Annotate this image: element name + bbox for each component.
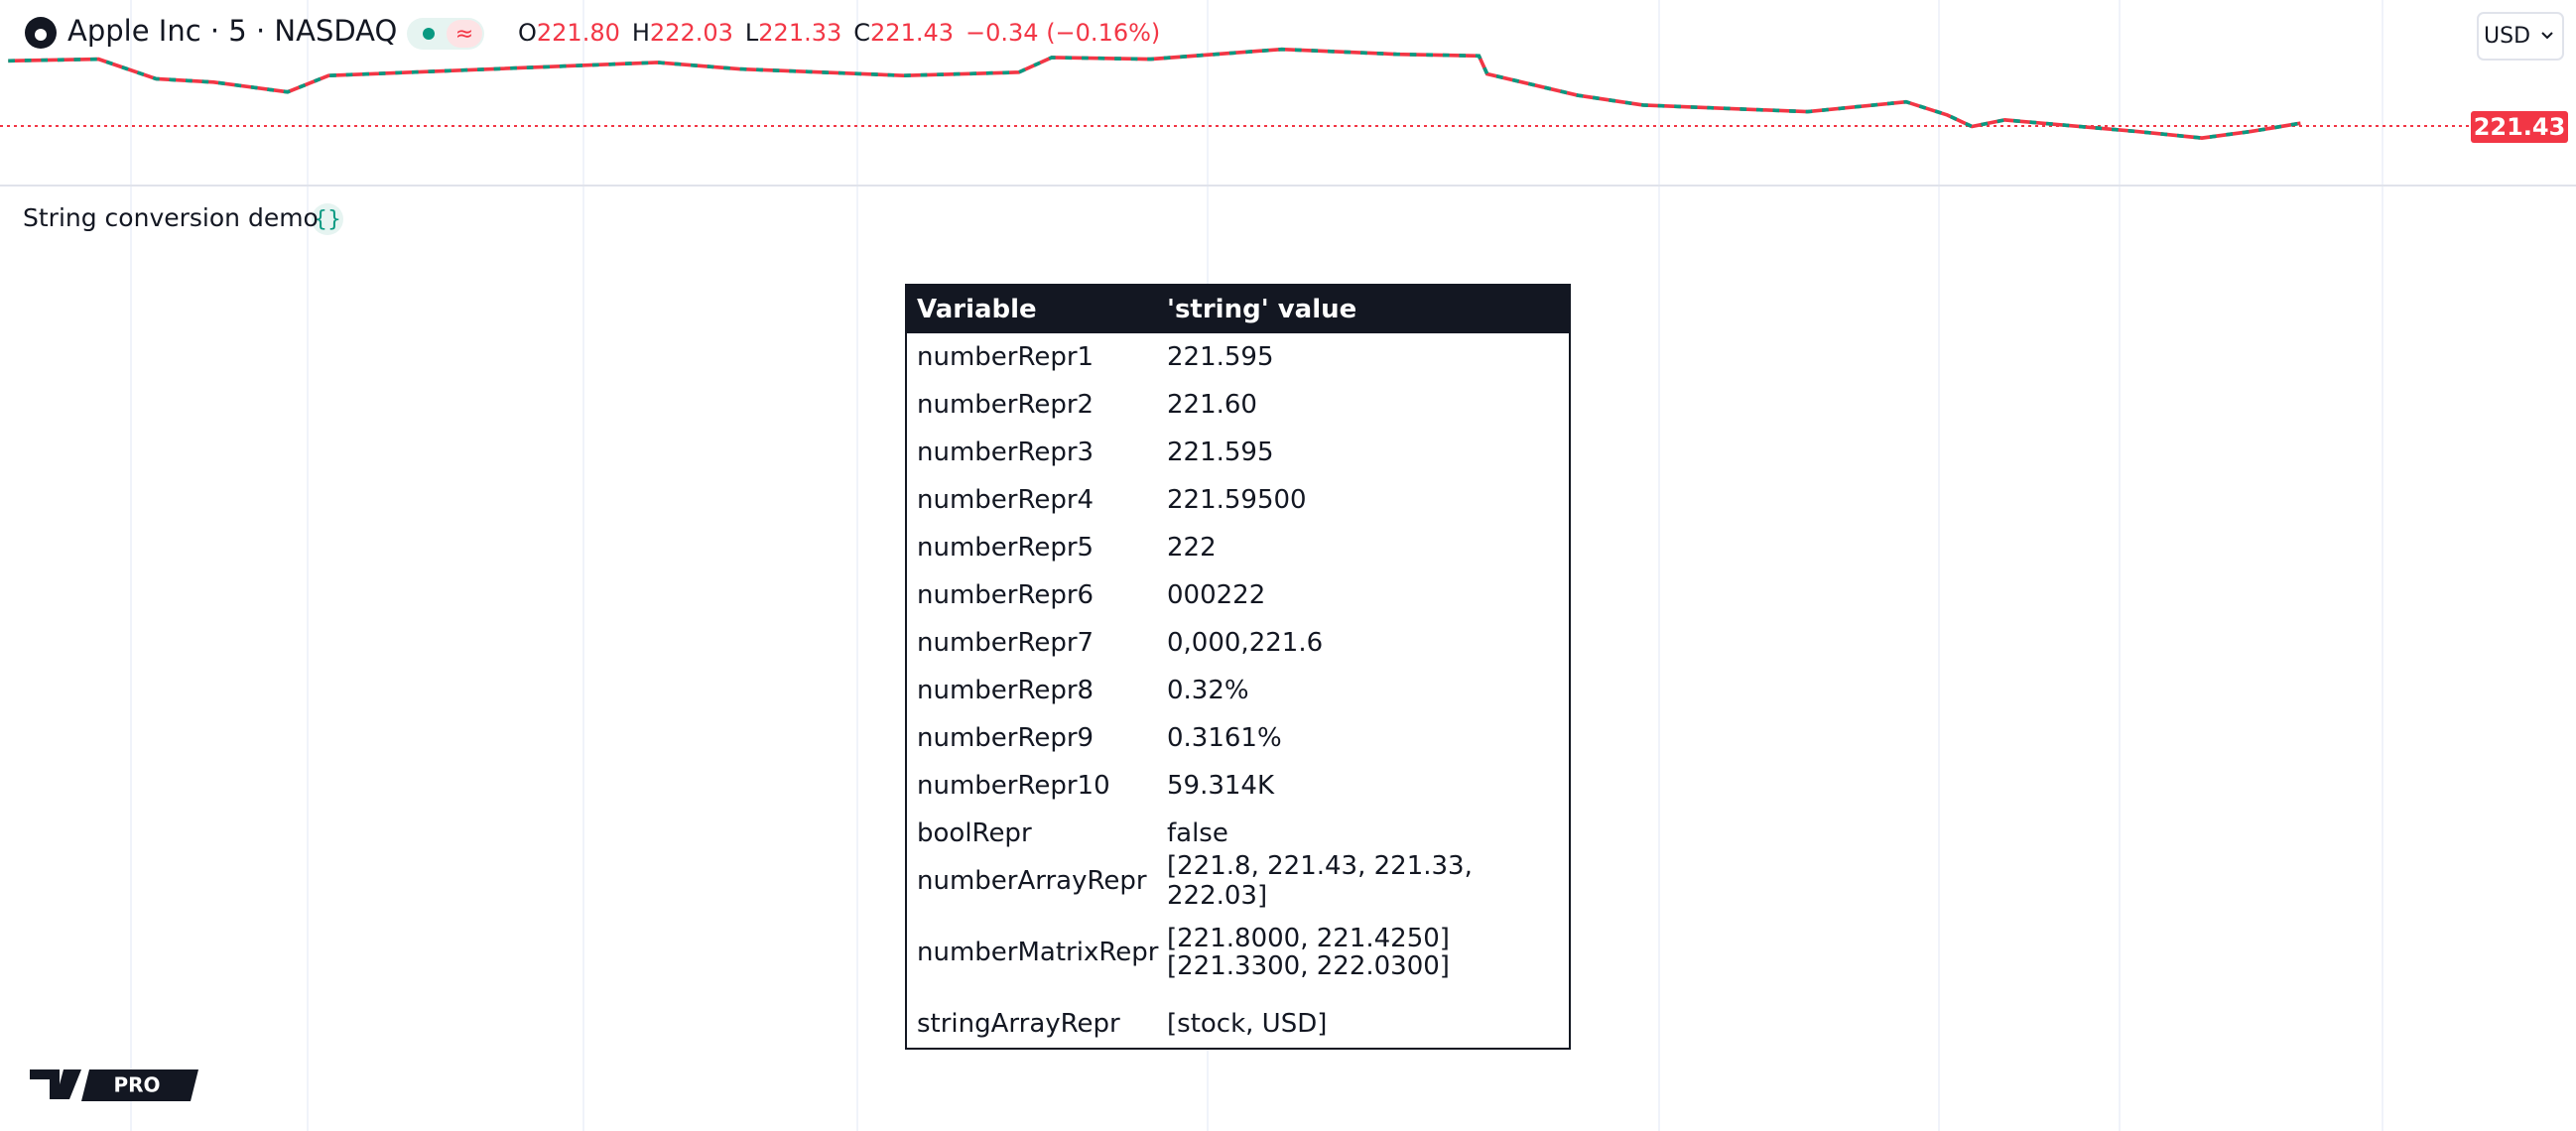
variable-cell: numberRepr4	[917, 485, 1095, 515]
table-row: numberRepr3 221.595	[907, 429, 1569, 476]
variable-cell: boolRepr	[917, 818, 1032, 848]
ohlc-label: L	[744, 19, 759, 47]
table-row: numberRepr1 221.595	[907, 333, 1569, 381]
variable-cell: numberRepr8	[917, 676, 1095, 705]
table-row: numberMatrixRepr [221.8000, 221.4250] [221…	[907, 905, 1569, 1000]
price-label: 221.43	[2474, 113, 2566, 141]
table-header: Variable 'string' value	[907, 286, 1569, 333]
value-cell: 221.595	[1167, 438, 1274, 467]
variable-cell: numberRepr6	[917, 580, 1095, 610]
variable-cell: numberRepr3	[917, 438, 1095, 467]
variable-cell: numberRepr1	[917, 342, 1095, 372]
value-cell: 222	[1167, 533, 1217, 563]
ohlc-value: 222.03	[649, 19, 733, 47]
value-cell: 221.60	[1167, 390, 1257, 420]
table-row: numberRepr8 0.32%	[907, 667, 1569, 714]
svg-text:PRO: PRO	[113, 1073, 160, 1097]
value-cell: [stock, USD]	[1167, 1009, 1328, 1039]
variable-cell: numberArrayRepr	[917, 866, 1147, 896]
value-cell: 0.32%	[1167, 676, 1249, 705]
string-table: Variable 'string' value numberRepr1 221.595…	[905, 284, 1571, 1050]
variable-cell: numberRepr7	[917, 628, 1095, 658]
table-row: numberRepr2 221.60	[907, 381, 1569, 429]
variable-cell: numberRepr5	[917, 533, 1095, 563]
ohlc-label: O	[518, 19, 537, 47]
symbol-title[interactable]: Apple Inc · 5 · NASDAQ	[67, 14, 398, 48]
value-cell: 221.595	[1167, 342, 1274, 372]
value-cell: 221.59500	[1167, 485, 1307, 515]
indicator-title[interactable]: String conversion demo	[23, 203, 319, 232]
table-row: numberRepr9 0.3161%	[907, 714, 1569, 762]
value-line: [221.3300, 222.0300]	[1167, 951, 1450, 981]
ohlc-value: 221.33	[758, 19, 842, 47]
ohlc-label: H	[631, 19, 650, 47]
ohlc-label: C	[853, 19, 871, 47]
value-cell: 59.314K	[1167, 771, 1275, 801]
value-cell: 0,000,221.6	[1167, 628, 1324, 658]
value-cell: 000222	[1167, 580, 1266, 610]
value-cell: false	[1167, 818, 1228, 848]
ohlc-legend: O221.80 H222.03 L221.33 C221.43 −0.34 (−0.16…	[518, 19, 1160, 47]
table-row: numberArrayRepr [221.8, 221.43, 221.33, 2…	[907, 851, 1569, 911]
svg-text:≈: ≈	[455, 22, 473, 47]
svg-text:{}: {}	[314, 207, 341, 232]
variable-cell: stringArrayRepr	[917, 1009, 1120, 1039]
table-row: numberRepr10 59.314K	[907, 762, 1569, 810]
table-row: numberRepr5 222	[907, 524, 1569, 571]
variable-cell: numberMatrixRepr	[917, 938, 1159, 967]
table-row: boolRepr false	[907, 810, 1569, 857]
table-row: numberRepr7 0,000,221.6	[907, 619, 1569, 667]
ohlc-value: 221.43	[870, 19, 955, 47]
variable-cell: numberRepr10	[917, 771, 1110, 801]
currency-select[interactable]: USD	[2484, 24, 2530, 49]
value-cell: [221.8000, 221.4250] [221.3300, 222.0300]	[1155, 925, 1569, 980]
ohlc-value: 221.80	[536, 19, 620, 47]
value-line: [221.8000, 221.4250]	[1167, 924, 1450, 953]
value-cell: 0.3161%	[1167, 723, 1282, 753]
value-cell: [221.8, 221.43, 221.33, 222.03]	[1167, 851, 1473, 911]
table-row: numberRepr6 000222	[907, 571, 1569, 619]
logo: PRO	[30, 1069, 198, 1101]
variable-cell: numberRepr9	[917, 723, 1095, 753]
price-line	[8, 47, 2301, 140]
table-row: stringArrayRepr [stock, USD]	[907, 1000, 1569, 1048]
column-header: 'string' value	[1167, 295, 1357, 324]
variable-cell: numberRepr2	[917, 390, 1095, 420]
price-change: −0.34 (−0.16%)	[966, 19, 1161, 47]
table-row: numberRepr4 221.59500	[907, 476, 1569, 524]
column-header: Variable	[917, 295, 1037, 324]
